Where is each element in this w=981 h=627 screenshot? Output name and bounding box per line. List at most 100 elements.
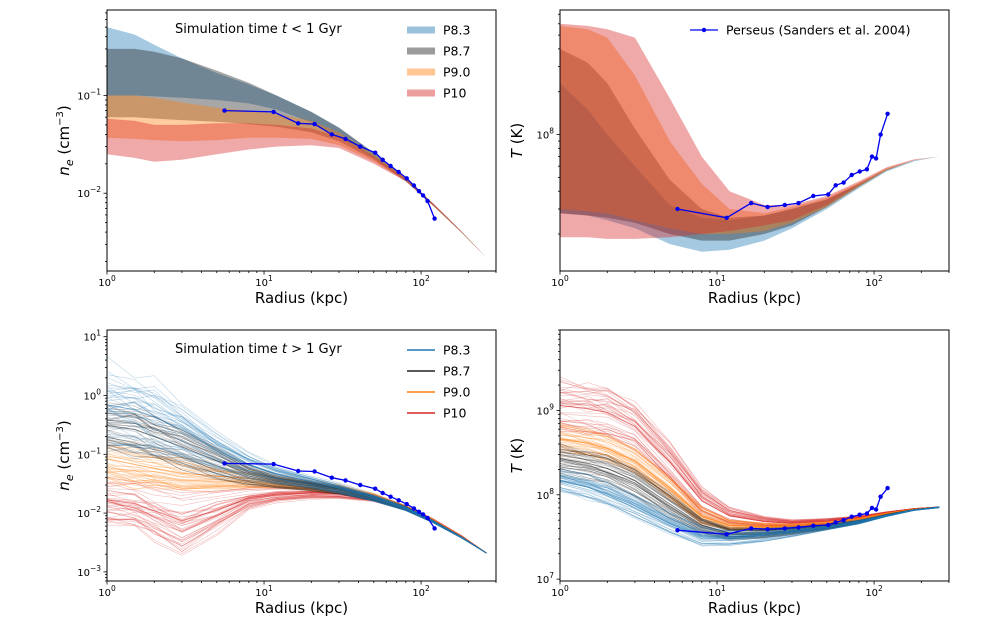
y-tick-label: 108 (536, 487, 554, 502)
observed-point (222, 461, 227, 466)
observed-point (675, 206, 680, 212)
observed-point (404, 501, 409, 507)
observed-series (675, 111, 890, 220)
observed-series (675, 485, 890, 537)
x-tick-label: 102 (412, 584, 430, 599)
observed-series (222, 461, 437, 531)
observed-point (312, 121, 317, 127)
panel-bottom-right: 100 101 102 Radius (kpc) 107 108 109 T (K) (508, 329, 950, 617)
series-line-P10 (560, 398, 940, 523)
observed-point (749, 526, 754, 531)
series-line-P8.3 (560, 475, 940, 535)
axes-frame (106, 329, 497, 582)
observed-point (864, 511, 870, 516)
x-tick-label: 102 (865, 584, 883, 599)
band-P8.7 (560, 48, 940, 241)
plot-area (107, 27, 487, 258)
observed-point (885, 111, 890, 117)
series-line-P10 (560, 381, 940, 522)
plot-area (107, 356, 487, 556)
observed-point (396, 498, 401, 503)
series-line-P8.3 (560, 491, 940, 547)
x-tick-label: 102 (412, 274, 430, 289)
observed-point (396, 169, 401, 175)
observed-point (388, 494, 393, 499)
legend-label-P9.0: P9.0 (443, 385, 470, 400)
legend-label-P8.7: P8.7 (443, 44, 470, 59)
series-line-P10 (560, 421, 940, 528)
x-tick-label: 101 (708, 274, 726, 289)
observed-point (833, 520, 838, 525)
y-tick-label: 108 (536, 127, 554, 142)
observed-point (782, 526, 787, 531)
band-P9.0 (107, 95, 487, 258)
band-P8.3 (560, 83, 940, 252)
observed-point (796, 200, 801, 206)
series-line-P8.3 (107, 382, 487, 554)
x-tick-label: 101 (255, 274, 273, 289)
observed-point (425, 198, 430, 204)
y-tick-label: 10−1 (77, 88, 101, 103)
observed-series (222, 108, 437, 221)
series-line-P8.3 (560, 486, 940, 544)
series-line-P10 (107, 493, 487, 554)
observed-point (271, 461, 276, 467)
band-P8.7 (107, 48, 487, 258)
series-line-P8.7 (560, 443, 940, 530)
series-line-P8.3 (560, 491, 940, 546)
observed-point (329, 475, 334, 480)
series-line-P8.7 (560, 443, 940, 529)
axes-frame (559, 329, 950, 582)
observed-point (222, 108, 227, 113)
x-tick-label: 101 (708, 584, 726, 599)
band-P10 (560, 23, 940, 239)
observed-point (388, 163, 393, 169)
observed-point (857, 169, 862, 174)
y-axis: 10−3 10−2 10−1 100 101 (77, 329, 107, 582)
band-P10 (107, 118, 487, 258)
series-line-P8.3 (560, 487, 940, 542)
series-line-P10 (560, 391, 940, 522)
series-line-P9.0 (560, 428, 940, 525)
observed-point (811, 523, 816, 528)
y-tick-label: 10−1 (77, 446, 101, 461)
series-line-P10 (560, 428, 940, 527)
y-axis-label: ne (cm−3) (55, 105, 76, 175)
observed-point (749, 200, 754, 206)
observed-point (296, 121, 301, 126)
observed-point (826, 522, 831, 528)
observed-point (358, 482, 363, 488)
y-axis-label: T (K) (508, 438, 526, 473)
x-axis: 100 101 102 (98, 581, 497, 599)
plot-area (560, 376, 940, 547)
x-axis: 100 101 102 (551, 271, 950, 289)
observed-point (373, 486, 378, 491)
observed-point (826, 192, 831, 197)
series-median-P8.3 (560, 479, 940, 539)
x-axis-label: Radius (kpc) (255, 289, 348, 307)
panel-top-left: 100 101 102 Radius (kpc) 10−2 10−1ne (cm−3) Si… (55, 9, 497, 307)
x-tick-label: 100 (98, 274, 116, 289)
observed-point (782, 202, 787, 208)
panel-top-right: 100 101 102 Radius (kpc) 108 T (K) Perseus (Sa… (508, 9, 950, 307)
observed-point (849, 514, 854, 519)
observed-point (411, 506, 417, 511)
series-line-P8.7 (560, 445, 940, 531)
series-line-P10 (560, 391, 940, 522)
y-tick-label: 101 (83, 329, 101, 344)
observed-point (878, 132, 883, 137)
panel-bottom-left: 100 101 102 Radius (kpc) 10−3 10−2 10−1 100 101 n… (55, 329, 497, 617)
y-axis: 107 108 109 (536, 329, 560, 586)
x-tick-label: 100 (551, 274, 569, 289)
x-tick-label: 100 (551, 584, 569, 599)
legend-swatch-marker (701, 27, 707, 33)
series-line-P8.7 (560, 448, 940, 529)
observed-point (373, 150, 378, 155)
y-tick-label: 10−2 (77, 185, 101, 200)
series-line-P8.7 (107, 447, 487, 554)
observed-point (724, 215, 729, 220)
series-line-P10 (560, 391, 940, 522)
legend-label-P8.7: P8.7 (443, 364, 470, 379)
observed-point (878, 494, 883, 499)
series-line-P9.0 (560, 425, 940, 526)
